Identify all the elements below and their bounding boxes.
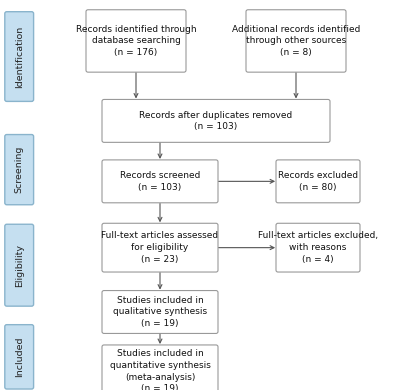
Text: Records screened
(n = 103): Records screened (n = 103) bbox=[120, 171, 200, 192]
FancyBboxPatch shape bbox=[102, 223, 218, 272]
FancyBboxPatch shape bbox=[102, 291, 218, 333]
FancyBboxPatch shape bbox=[276, 223, 360, 272]
FancyBboxPatch shape bbox=[5, 324, 34, 389]
Text: Studies included in
qualitative synthesis
(n = 19): Studies included in qualitative synthesi… bbox=[113, 296, 207, 328]
Text: Full-text articles excluded,
with reasons
(n = 4): Full-text articles excluded, with reason… bbox=[258, 231, 378, 264]
FancyBboxPatch shape bbox=[5, 12, 34, 101]
FancyBboxPatch shape bbox=[5, 224, 34, 306]
FancyBboxPatch shape bbox=[86, 10, 186, 72]
FancyBboxPatch shape bbox=[276, 160, 360, 203]
Text: Included: Included bbox=[15, 337, 24, 377]
Text: Full-text articles assessed
for eligibility
(n = 23): Full-text articles assessed for eligibil… bbox=[102, 231, 218, 264]
FancyBboxPatch shape bbox=[102, 99, 330, 142]
Text: Studies included in
quantitative synthesis
(meta-analysis)
(n = 19): Studies included in quantitative synthes… bbox=[110, 349, 210, 390]
FancyBboxPatch shape bbox=[102, 345, 218, 390]
Text: Screening: Screening bbox=[15, 146, 24, 193]
Text: Records excluded
(n = 80): Records excluded (n = 80) bbox=[278, 171, 358, 192]
FancyBboxPatch shape bbox=[246, 10, 346, 72]
Text: Records after duplicates removed
(n = 103): Records after duplicates removed (n = 10… bbox=[139, 110, 293, 131]
Text: Identification: Identification bbox=[15, 25, 24, 88]
Text: Records identified through
database searching
(n = 176): Records identified through database sear… bbox=[76, 25, 196, 57]
FancyBboxPatch shape bbox=[102, 160, 218, 203]
Text: Additional records identified
through other sources
(n = 8): Additional records identified through ot… bbox=[232, 25, 360, 57]
Text: Eligibility: Eligibility bbox=[15, 244, 24, 287]
FancyBboxPatch shape bbox=[5, 135, 34, 205]
